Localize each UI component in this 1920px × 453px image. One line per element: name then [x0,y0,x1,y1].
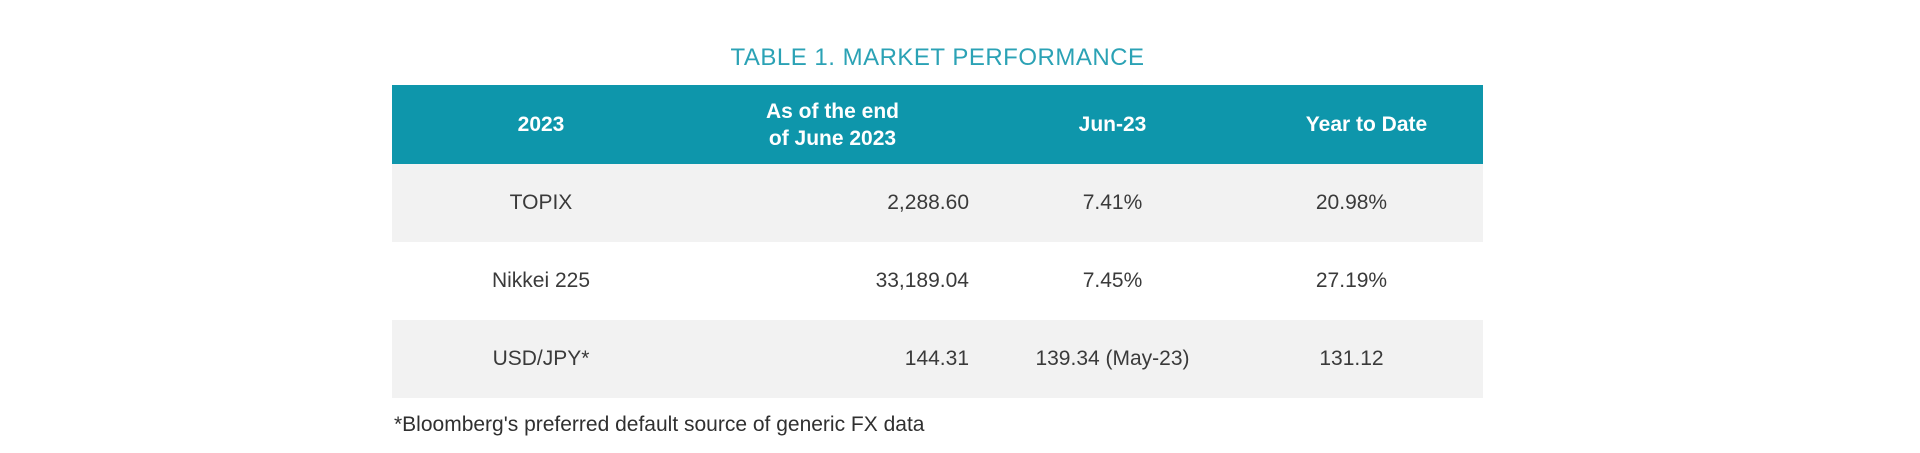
value-as-of-end-june: 144.31 [904,347,969,370]
header-cell-year: 2023 [392,85,690,164]
table-header-row: 2023 As of the end of June 2023 Jun-23 Y… [392,85,1483,164]
row-label: USD/JPY* [492,347,590,370]
header-cell-as-of-end-june: As of the end of June 2023 [690,85,975,164]
value-jun-23: 7.41% [1082,191,1143,214]
table-row-nikkei-225: Nikkei 225 33,189.04 7.45% 27.19% [392,242,1483,320]
value-year-to-date: 20.98% [1315,191,1388,214]
header-cell-jun-23: Jun-23 [975,85,1250,164]
value-jun-23: 7.45% [1082,269,1143,292]
value-jun-23: 139.34 (May-23) [1035,347,1190,370]
table-row-topix: TOPIX 2,288.60 7.41% 20.98% [392,164,1483,242]
header-cell-year-to-date: Year to Date [1250,85,1483,164]
row-label: Nikkei 225 [491,269,591,292]
table-title: TABLE 1. MARKET PERFORMANCE [730,44,1145,71]
value-year-to-date: 131.12 [1319,347,1384,370]
value-year-to-date: 27.19% [1315,269,1388,292]
value-as-of-end-june: 2,288.60 [887,191,969,214]
table-footnote: *Bloomberg's preferred default source of… [394,413,925,436]
table-row-usd-jpy: USD/JPY* 144.31 139.34 (May-23) 131.12 [392,320,1483,398]
row-label: TOPIX [509,191,573,214]
market-performance-table: 2023 As of the end of June 2023 Jun-23 Y… [392,85,1483,398]
value-as-of-end-june: 33,189.04 [875,269,969,292]
